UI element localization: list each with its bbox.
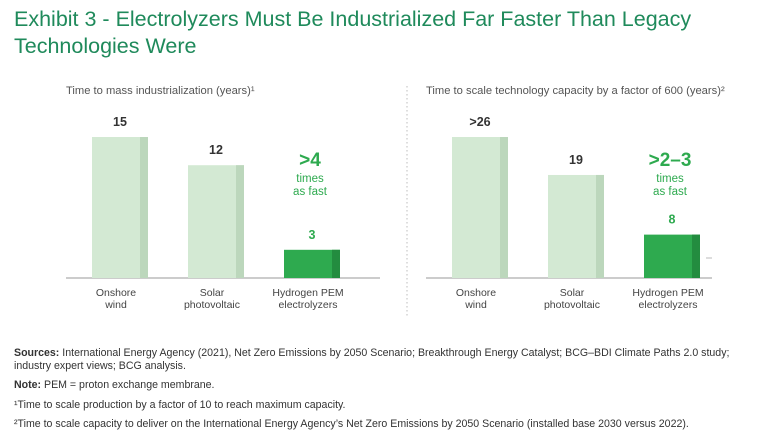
data-label: 19 bbox=[569, 153, 583, 167]
right-chart-title: Time to scale technology capacity by a f… bbox=[426, 85, 725, 97]
footnote-1: ¹Time to scale production by a factor of… bbox=[14, 398, 346, 411]
data-label: 8 bbox=[669, 213, 676, 227]
sources-label: Sources: bbox=[14, 347, 60, 359]
bar-shade bbox=[140, 137, 148, 278]
callout-text: as fast bbox=[653, 186, 688, 198]
bar-shade bbox=[236, 165, 244, 278]
footnote-2: ²Time to scale capacity to deliver on th… bbox=[14, 417, 689, 430]
note-text: PEM = proton exchange membrane. bbox=[41, 379, 215, 392]
bar bbox=[644, 234, 700, 278]
bar-shade bbox=[500, 137, 508, 278]
category-label: photovoltaic bbox=[544, 299, 600, 311]
note-label: Note: bbox=[14, 379, 42, 392]
bar bbox=[284, 249, 340, 278]
category-label: wind bbox=[464, 299, 487, 311]
callout-multiplier: >4 bbox=[299, 150, 321, 171]
category-label: electrolyzers bbox=[279, 299, 338, 311]
bar bbox=[452, 137, 508, 278]
left-chart-title: Time to mass industrialization (years)¹ bbox=[66, 85, 255, 97]
category-label: Hydrogen PEM bbox=[632, 287, 703, 299]
bar bbox=[548, 174, 604, 278]
bar-shade bbox=[332, 249, 340, 278]
sources-text: International Energy Agency (2021), Net … bbox=[14, 347, 730, 373]
category-label: Onshore bbox=[96, 287, 136, 299]
data-label: 15 bbox=[113, 115, 127, 129]
category-label: Hydrogen PEM bbox=[272, 287, 343, 299]
sources-note: Sources: International Energy Agency (20… bbox=[14, 347, 759, 373]
category-label: photovoltaic bbox=[184, 299, 240, 311]
bar bbox=[92, 137, 148, 278]
data-label: 3 bbox=[309, 228, 316, 242]
footnotes: Sources: International Energy Agency (20… bbox=[14, 347, 759, 437]
data-label: >26 bbox=[469, 115, 490, 129]
exhibit-title: Exhibit 3 - Electrolyzers Must Be Indust… bbox=[14, 7, 692, 58]
category-label: wind bbox=[104, 299, 127, 311]
category-label: electrolyzers bbox=[639, 299, 698, 311]
category-label: Solar bbox=[560, 287, 585, 299]
bar bbox=[188, 165, 244, 278]
callout-text: times bbox=[656, 173, 684, 185]
data-label: 12 bbox=[209, 143, 223, 157]
callout-text: times bbox=[296, 173, 324, 185]
bar-shade bbox=[596, 174, 604, 278]
callout-multiplier: >2–3 bbox=[649, 150, 692, 171]
abbreviation-note: Note: PEM = proton exchange membrane. bbox=[14, 379, 759, 392]
category-label: Solar bbox=[200, 287, 225, 299]
category-label: Onshore bbox=[456, 287, 496, 299]
callout-text: as fast bbox=[293, 186, 328, 198]
bar-shade bbox=[692, 234, 700, 278]
